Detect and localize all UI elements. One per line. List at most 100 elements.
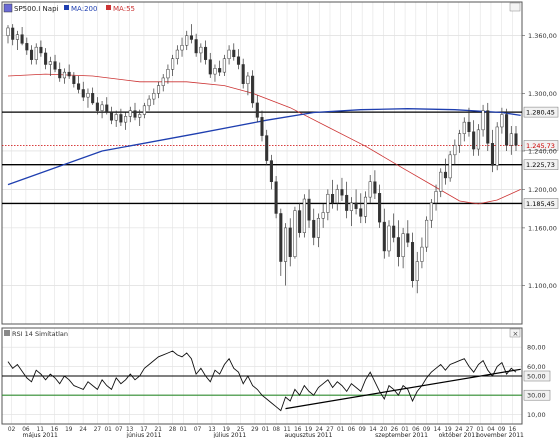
- close-icon-glyph: ×: [513, 330, 519, 338]
- candle-body: [429, 202, 433, 221]
- candle-body: [218, 68, 222, 73]
- candle-body: [434, 191, 438, 204]
- candle-body: [77, 83, 81, 90]
- legend-ma55-swatch: [106, 5, 111, 10]
- candle-body: [91, 93, 95, 104]
- x-day-label: 14: [434, 427, 442, 433]
- candle-body: [326, 193, 330, 213]
- x-day-label: 27: [326, 427, 334, 433]
- x-day-label: 16: [51, 427, 59, 433]
- x-day-label: 19: [444, 427, 452, 433]
- candle-body: [48, 61, 52, 65]
- candle-body: [199, 46, 203, 54]
- candle-body: [171, 58, 175, 70]
- x-day-label: 09: [498, 427, 506, 433]
- candle-body: [298, 210, 302, 233]
- candle-body: [302, 198, 306, 233]
- close-icon[interactable]: [509, 328, 521, 338]
- price-grid: [2, 2, 522, 324]
- legend-symbol: SP500.I Napi: [14, 5, 59, 13]
- candle-body: [128, 110, 132, 117]
- x-month-label: október 2011: [439, 432, 479, 438]
- candle-body: [500, 114, 504, 128]
- x-day-label: 29: [251, 427, 259, 433]
- x-day-label: 09: [423, 427, 431, 433]
- candle-body: [15, 34, 19, 40]
- x-day-label: 24: [79, 427, 87, 433]
- price-panel-frame: [1, 1, 523, 325]
- candle-body: [232, 49, 236, 58]
- candle-body: [185, 35, 189, 46]
- candle-body: [119, 114, 123, 123]
- candle-body: [462, 121, 466, 134]
- level-label-box: [523, 198, 559, 209]
- candle-body: [260, 117, 264, 136]
- candle-body: [138, 114, 142, 118]
- candle-body: [189, 35, 193, 40]
- candle-body: [105, 104, 109, 113]
- x-day-label: 01: [477, 427, 485, 433]
- ma55-line: [7, 73, 521, 205]
- candle-body: [495, 126, 499, 166]
- rsi-line: [7, 350, 517, 412]
- x-month-label: május 2011: [23, 432, 58, 438]
- candle-body: [44, 52, 48, 65]
- candle-body: [95, 102, 99, 111]
- candle-body: [227, 49, 231, 59]
- x-day-label: 24: [316, 427, 324, 433]
- candle-body: [251, 75, 255, 104]
- candle-body: [316, 218, 320, 238]
- rsi-series: [2, 350, 522, 412]
- candle-body: [208, 59, 212, 75]
- candle-body: [514, 133, 518, 146]
- candle-body: [458, 133, 462, 146]
- level-label-box: [523, 140, 559, 151]
- candle-body: [425, 219, 429, 248]
- price-axis: 1.360,00 1.300,00 1.240,00 1.200,00 1.160,00…: [522, 32, 557, 290]
- x-month-label: június 2011: [125, 432, 161, 438]
- candle-body: [439, 171, 443, 192]
- candle-body: [363, 196, 368, 217]
- x-day-label: 27: [466, 427, 474, 433]
- rsi-tick-box: [523, 370, 551, 382]
- candle-body: [283, 227, 288, 262]
- candle-body: [29, 49, 34, 60]
- rsi-tick-label: 10,00: [527, 411, 546, 419]
- x-day-label: 13: [126, 427, 134, 433]
- x-month-label: augusztus 2011: [285, 432, 333, 438]
- candle-body: [420, 246, 424, 262]
- candle-body: [142, 105, 146, 115]
- price-tick-label: 1.100,00: [528, 282, 557, 290]
- x-day-label: 26: [391, 427, 399, 433]
- candle-body: [53, 61, 57, 70]
- x-day-label: 01: [337, 427, 345, 433]
- x-day-label: 16: [509, 427, 517, 433]
- candle-body: [81, 89, 85, 98]
- candle-body: [269, 160, 273, 182]
- candle-body: [62, 71, 66, 79]
- x-day-label: 11: [37, 427, 45, 433]
- maximize-icon[interactable]: [509, 2, 521, 12]
- rsi-title: RSI 14 Simítatlan: [12, 330, 68, 338]
- candle-body: [20, 34, 24, 44]
- rsi-trendline: [285, 368, 521, 410]
- candle-body: [133, 110, 137, 118]
- x-day-label: 02: [8, 427, 16, 433]
- ma200-line: [7, 108, 521, 186]
- x-day-label: 24: [455, 427, 463, 433]
- candle-body: [175, 49, 179, 59]
- candle-body: [331, 193, 335, 204]
- rsi-icon: [4, 330, 10, 336]
- candle-body: [67, 71, 71, 77]
- x-day-label: 06: [348, 427, 356, 433]
- candle-body: [25, 43, 29, 51]
- x-day-label: 01: [180, 427, 188, 433]
- level-label: 1.225,73: [526, 161, 555, 169]
- level-label-box: [523, 106, 559, 118]
- candle-body: [335, 189, 339, 204]
- x-day-label: 04: [487, 427, 495, 433]
- candle-body: [490, 143, 495, 166]
- candle-body: [467, 121, 471, 133]
- price-tick-label: 1.240,00: [528, 147, 557, 155]
